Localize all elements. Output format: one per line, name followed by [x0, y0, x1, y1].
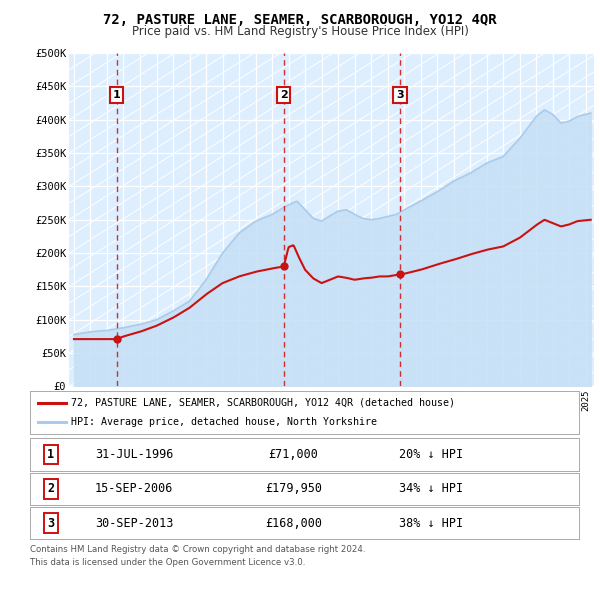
Text: £71,000: £71,000 — [269, 448, 319, 461]
Text: 72, PASTURE LANE, SEAMER, SCARBOROUGH, YO12 4QR (detached house): 72, PASTURE LANE, SEAMER, SCARBOROUGH, Y… — [71, 398, 455, 408]
Text: £168,000: £168,000 — [265, 516, 322, 530]
Text: 15-SEP-2006: 15-SEP-2006 — [95, 482, 173, 496]
Text: 20% ↓ HPI: 20% ↓ HPI — [399, 448, 463, 461]
Text: 3: 3 — [47, 516, 55, 530]
Text: 31-JUL-1996: 31-JUL-1996 — [95, 448, 173, 461]
Text: £179,950: £179,950 — [265, 482, 322, 496]
Text: 30-SEP-2013: 30-SEP-2013 — [95, 516, 173, 530]
Text: 38% ↓ HPI: 38% ↓ HPI — [399, 516, 463, 530]
Text: This data is licensed under the Open Government Licence v3.0.: This data is licensed under the Open Gov… — [30, 558, 305, 567]
Text: 2: 2 — [47, 482, 55, 496]
Text: 1: 1 — [47, 448, 55, 461]
Text: 34% ↓ HPI: 34% ↓ HPI — [399, 482, 463, 496]
Text: 1: 1 — [113, 90, 121, 100]
Text: 72, PASTURE LANE, SEAMER, SCARBOROUGH, YO12 4QR: 72, PASTURE LANE, SEAMER, SCARBOROUGH, Y… — [103, 13, 497, 27]
Text: Price paid vs. HM Land Registry's House Price Index (HPI): Price paid vs. HM Land Registry's House … — [131, 25, 469, 38]
Text: HPI: Average price, detached house, North Yorkshire: HPI: Average price, detached house, Nort… — [71, 417, 377, 427]
Text: Contains HM Land Registry data © Crown copyright and database right 2024.: Contains HM Land Registry data © Crown c… — [30, 545, 365, 554]
Text: 2: 2 — [280, 90, 287, 100]
Text: 3: 3 — [396, 90, 404, 100]
